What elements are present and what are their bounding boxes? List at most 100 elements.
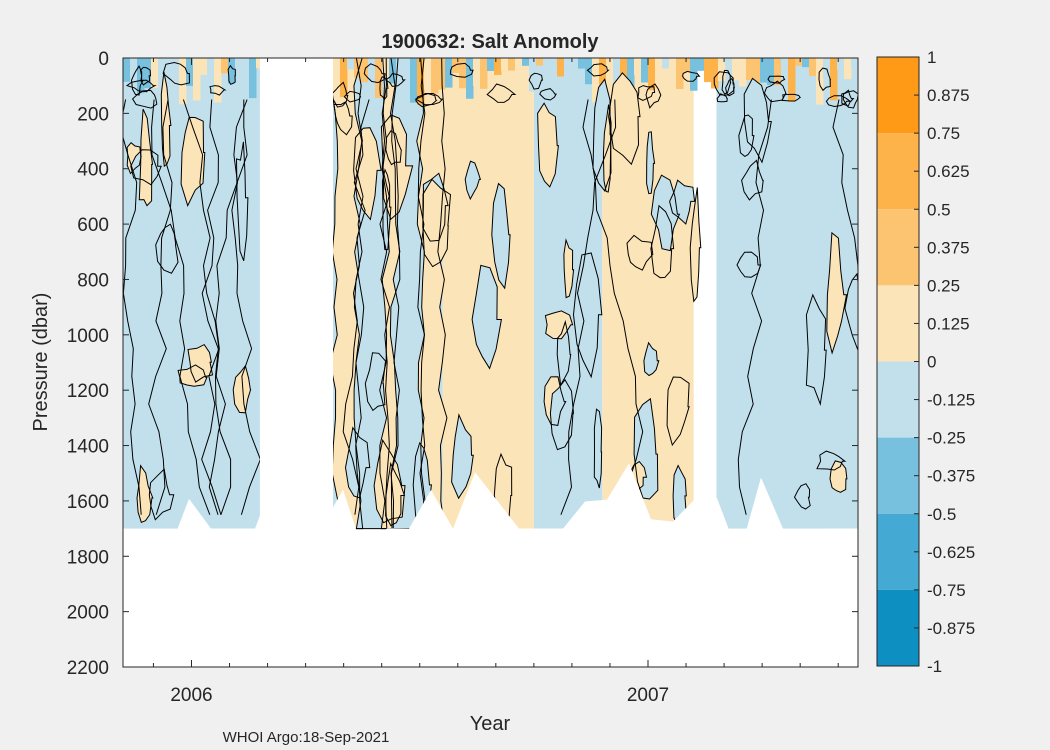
contour-line xyxy=(384,73,406,87)
contour-line xyxy=(123,99,142,515)
anomaly-cell xyxy=(345,427,370,498)
anomaly-cell xyxy=(826,232,847,353)
anomaly-cell xyxy=(465,161,481,199)
contour-line xyxy=(464,160,482,201)
surface-cell xyxy=(788,58,796,102)
contour-line xyxy=(832,99,858,298)
contour-line xyxy=(643,341,660,377)
surface-cell xyxy=(417,58,425,105)
contour-line xyxy=(713,71,735,96)
colorbar-tick-label: -0.125 xyxy=(927,391,975,410)
contour-line xyxy=(131,89,158,109)
contour-line xyxy=(825,95,852,108)
contour-line xyxy=(556,319,572,387)
surface-cell xyxy=(760,58,768,83)
y-tick-label: 2000 xyxy=(67,603,109,624)
contour-line xyxy=(380,114,414,221)
surface-cell xyxy=(368,58,376,95)
surface-cell xyxy=(697,58,705,71)
contour-line xyxy=(344,426,371,499)
x-axis: 2006 2007 xyxy=(152,58,839,706)
surface-cell xyxy=(186,58,194,86)
surface-cell xyxy=(508,58,516,71)
y-tick-label: 1400 xyxy=(67,437,109,458)
anomaly-cell xyxy=(667,377,690,445)
y-axis-label: Pressure (dbar) xyxy=(30,293,52,432)
contour-line xyxy=(385,461,406,527)
contour-line xyxy=(353,58,390,530)
colorbar-band xyxy=(877,57,919,134)
colorbar-tick-label: 0 xyxy=(927,353,936,372)
surface-cell xyxy=(515,58,523,81)
y-tick-label: 1800 xyxy=(67,547,109,568)
anomaly-cell xyxy=(830,460,847,493)
contour-line xyxy=(645,83,662,109)
contour-line xyxy=(543,376,567,426)
y-tick-label: 1000 xyxy=(67,326,109,347)
surface-cell xyxy=(221,58,229,74)
contour-line xyxy=(491,182,511,290)
surface-cell xyxy=(683,58,691,72)
surface-cell xyxy=(802,58,810,68)
surface-cell xyxy=(634,58,642,76)
surface-cell xyxy=(606,58,614,105)
surface-cell xyxy=(242,58,250,80)
surface-cell xyxy=(564,58,572,97)
colorbar-tick-label: -0.5 xyxy=(927,505,956,524)
surface-cell xyxy=(424,58,432,90)
surface-cell xyxy=(823,58,831,78)
contour-line xyxy=(736,251,762,278)
colorbar-tick-label: 0.75 xyxy=(927,124,960,143)
contour-line xyxy=(842,90,858,109)
y-tick-label: 1200 xyxy=(67,381,109,402)
colorbar-tick-label: -0.25 xyxy=(927,429,966,448)
colorbar-band xyxy=(877,513,919,590)
anomaly-cell xyxy=(472,265,502,369)
contour-line xyxy=(539,88,557,101)
contour-line xyxy=(182,99,222,515)
surface-cell xyxy=(690,58,698,91)
surface-cell xyxy=(207,58,215,94)
contour-line xyxy=(689,187,702,303)
contour-field xyxy=(123,58,858,543)
surface-cell xyxy=(725,58,733,67)
x-tick-label: 2007 xyxy=(627,685,669,706)
anomaly-cell xyxy=(550,379,574,450)
y-tick-label: 800 xyxy=(77,270,109,291)
contour-line xyxy=(151,99,211,515)
surface-cell xyxy=(795,58,803,66)
surface-cell xyxy=(473,58,481,86)
surface-cell xyxy=(809,58,817,77)
contour-line xyxy=(805,293,827,407)
surface-cell xyxy=(655,58,663,103)
x-tick-label: 2006 xyxy=(170,685,212,706)
colorbar-tick-label: 0.625 xyxy=(927,162,970,181)
colorbar: 1 0.875 0.75 0.625 0.5 0.375 0.25 0.125 0 -0.125 -… xyxy=(876,48,975,676)
anomaly-cell xyxy=(537,103,559,187)
surface-cell xyxy=(130,58,138,102)
anomaly-cell xyxy=(385,463,405,526)
no-data-floor xyxy=(123,463,858,667)
y-tick-label: 1600 xyxy=(67,492,109,513)
surface-cell xyxy=(501,58,509,72)
surface-cell xyxy=(837,58,845,71)
contour-line xyxy=(793,483,811,510)
contour-line xyxy=(682,70,701,82)
contour-line xyxy=(650,174,681,252)
contour-line xyxy=(669,179,696,225)
surface-cell xyxy=(613,58,621,98)
colorbar-tick-label: -0.625 xyxy=(927,543,975,562)
axes-frame xyxy=(122,57,859,668)
surface-cell xyxy=(137,58,145,94)
contour-line xyxy=(381,168,392,251)
contour-line xyxy=(763,80,787,103)
contour-line xyxy=(136,464,154,523)
surface-cell xyxy=(410,58,418,103)
contour-line xyxy=(414,93,444,106)
colorbar-band xyxy=(877,209,919,286)
surface-cell xyxy=(249,58,257,99)
surface-cell xyxy=(151,58,159,89)
y-tick-label: 400 xyxy=(77,160,109,181)
surface-cell xyxy=(172,58,180,75)
